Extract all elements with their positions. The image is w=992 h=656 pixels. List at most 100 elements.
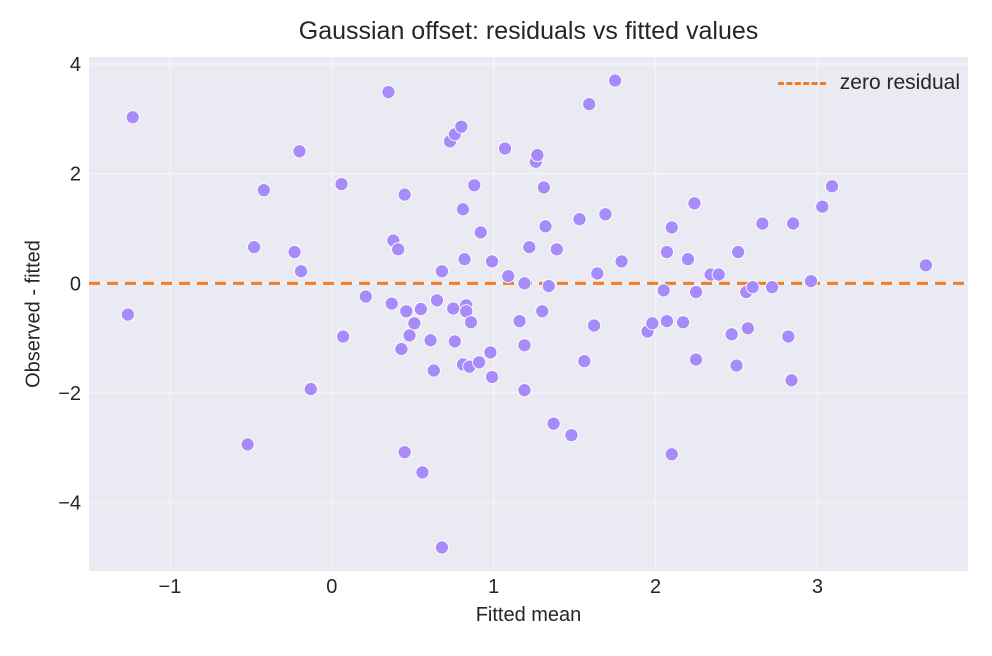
legend: zero residual	[777, 71, 960, 95]
data-point	[415, 465, 430, 480]
data-point	[413, 302, 428, 317]
data-point	[614, 254, 629, 269]
data-point	[688, 352, 704, 367]
data-point	[659, 245, 674, 260]
data-point	[687, 196, 702, 211]
data-point	[457, 252, 472, 267]
data-point	[394, 342, 409, 357]
data-point	[240, 437, 255, 452]
data-point	[781, 329, 796, 344]
data-point	[765, 280, 780, 295]
data-point	[659, 314, 674, 329]
data-point	[446, 301, 461, 316]
data-point	[564, 428, 579, 443]
data-point	[577, 354, 592, 369]
data-point	[473, 225, 488, 240]
y-tick-label: 2	[70, 164, 81, 186]
data-point	[824, 179, 840, 194]
data-point	[483, 345, 498, 360]
data-point	[447, 334, 462, 349]
data-point	[711, 267, 726, 282]
x-tick-label: 1	[488, 576, 499, 598]
data-point	[815, 199, 830, 214]
data-point	[423, 333, 438, 348]
data-point	[391, 242, 406, 257]
data-point	[572, 212, 587, 227]
data-point	[120, 307, 135, 322]
y-tick-label: −2	[58, 383, 81, 405]
y-tick-label: 0	[70, 273, 81, 295]
data-point	[536, 180, 551, 195]
data-point	[546, 416, 561, 431]
x-tick-label: 0	[326, 576, 337, 598]
data-point	[497, 141, 513, 156]
data-point	[381, 85, 396, 100]
x-tick-label: 3	[812, 576, 823, 598]
y-tick-label: −4	[58, 493, 81, 515]
data-point	[724, 327, 739, 342]
axis-ticks: −1 0 1 2 3 −4 −2 0 2 4	[58, 54, 823, 598]
x-axis-label: Fitted mean	[475, 604, 582, 626]
data-point	[485, 369, 500, 385]
data-point	[358, 289, 373, 304]
data-point	[598, 207, 613, 222]
data-point	[918, 258, 933, 273]
data-points	[120, 73, 933, 555]
data-point	[517, 383, 532, 398]
data-point	[587, 318, 602, 333]
data-point	[590, 266, 605, 281]
data-point	[125, 110, 140, 125]
data-point	[501, 269, 516, 284]
data-point	[294, 264, 309, 279]
data-point	[541, 279, 556, 294]
data-point	[402, 328, 417, 343]
data-point	[517, 276, 532, 291]
y-axis-label: Observed - fitted	[22, 240, 45, 388]
data-point	[472, 355, 487, 370]
data-point	[303, 382, 318, 397]
data-point	[397, 187, 412, 202]
data-point	[292, 144, 307, 159]
data-point	[434, 264, 449, 279]
data-point	[530, 148, 545, 163]
data-point	[334, 177, 349, 192]
chart-title: Gaussian offset: residuals vs fitted val…	[298, 17, 759, 45]
data-point	[336, 329, 351, 344]
data-point	[485, 254, 500, 269]
data-point	[745, 280, 760, 295]
data-point	[688, 285, 704, 300]
data-point	[287, 245, 302, 260]
data-point	[740, 321, 755, 336]
data-point	[256, 183, 271, 198]
data-point	[463, 315, 479, 330]
data-point	[407, 316, 422, 331]
data-point	[680, 252, 696, 267]
y-tick-label: 4	[70, 54, 81, 76]
data-point	[399, 304, 414, 319]
data-point	[426, 363, 441, 378]
data-point	[429, 293, 445, 308]
dashed-line-swatch-icon	[777, 81, 826, 85]
data-point	[512, 314, 527, 329]
data-point	[535, 304, 550, 319]
data-point	[645, 316, 660, 331]
data-point	[549, 242, 564, 257]
plot-area	[89, 57, 968, 571]
data-point	[455, 202, 470, 217]
data-point	[384, 296, 399, 311]
data-point	[784, 373, 799, 388]
data-point	[454, 119, 469, 134]
data-point	[397, 445, 412, 460]
data-point	[467, 178, 482, 193]
data-point	[755, 216, 770, 231]
legend-label-zero-residual: zero residual	[839, 71, 960, 94]
data-point	[664, 447, 679, 462]
data-point	[656, 283, 671, 298]
x-tick-label: 2	[650, 576, 661, 598]
data-point	[664, 220, 679, 235]
data-point	[608, 73, 623, 88]
data-point	[517, 338, 532, 353]
data-point	[676, 315, 691, 330]
data-point	[729, 358, 744, 373]
